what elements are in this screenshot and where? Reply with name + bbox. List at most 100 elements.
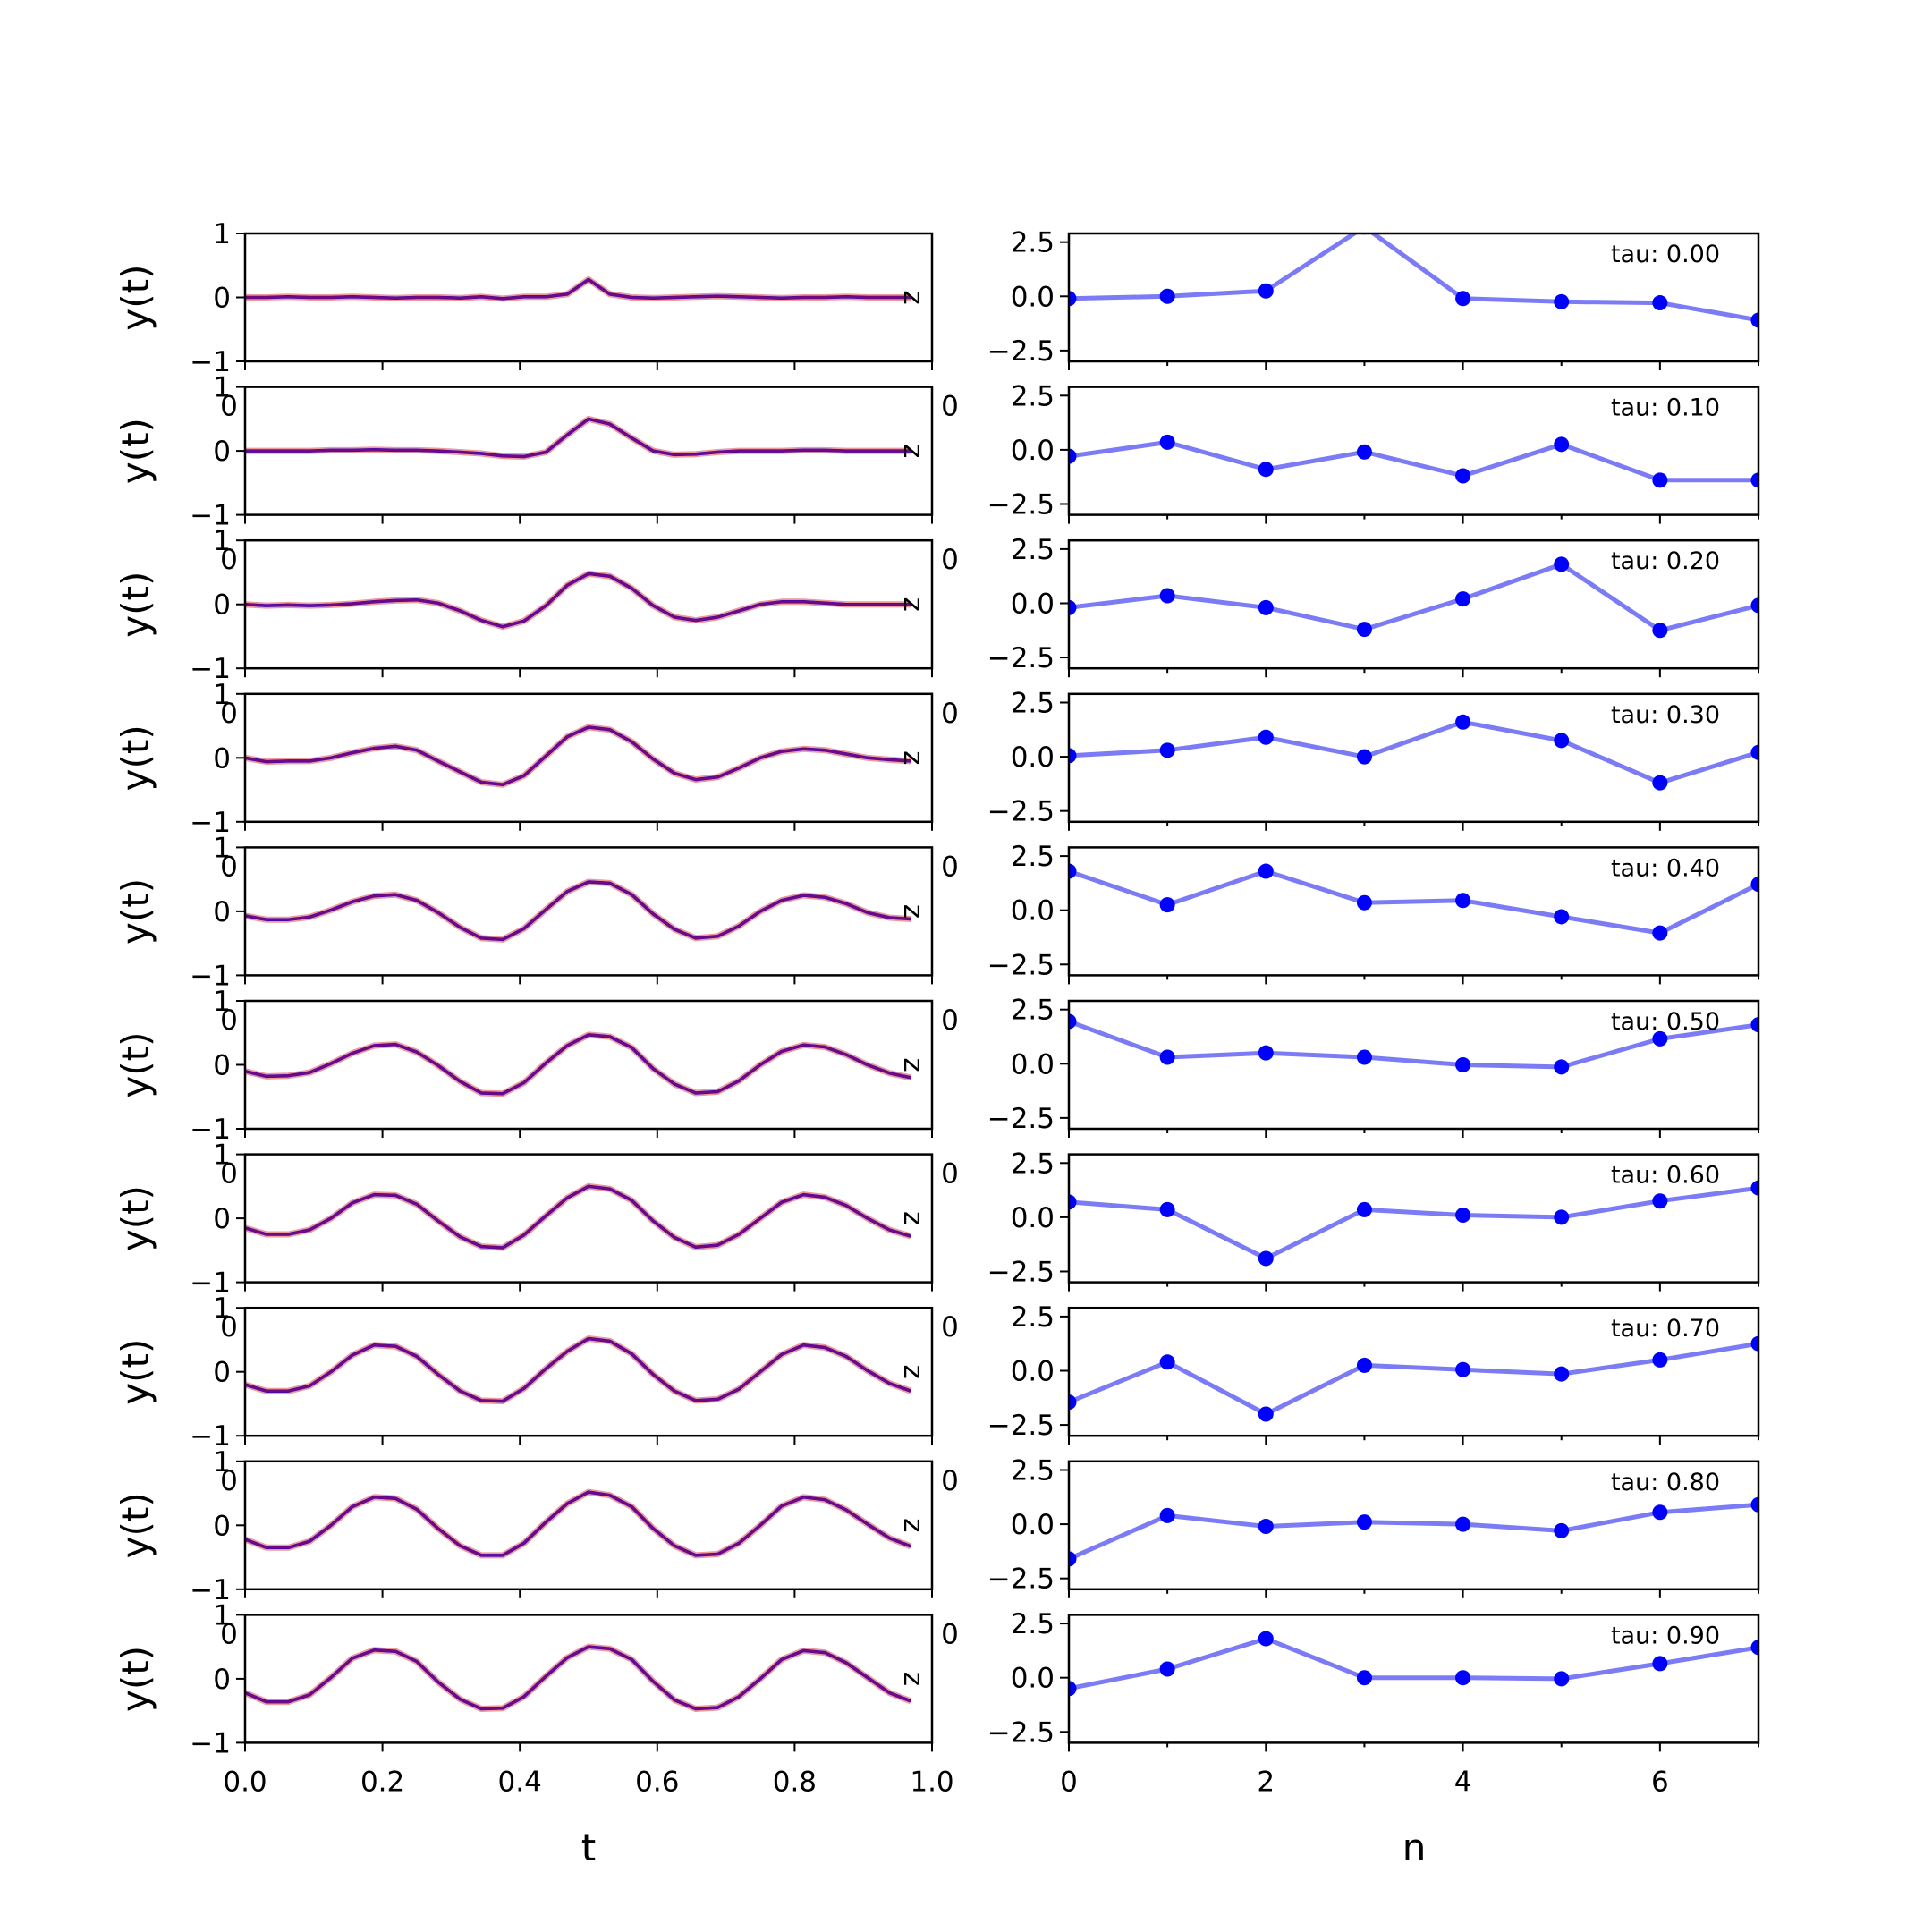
coefficient-line-9 [1069, 1636, 1758, 1691]
overlap-tick-label-left: 0 [220, 1618, 238, 1650]
coefficient-point [1455, 1670, 1471, 1686]
left-y-tick-label: −1 [190, 1574, 231, 1606]
left-series-group-2 [245, 570, 911, 631]
right-series-group-8 [1069, 1496, 1758, 1567]
overlap-tick-label-mid: 0 [941, 1465, 959, 1497]
tau-label: tau: 0.10 [1611, 394, 1720, 422]
coefficient-point [1356, 622, 1372, 638]
left-y-tick-label: 0 [213, 1357, 231, 1389]
right-series-group-9 [1069, 1631, 1758, 1697]
left-y-axis-label: y(t) [114, 1031, 157, 1097]
overlap-series-line-9 [245, 1645, 911, 1710]
right-y-tick-label: 0.0 [1011, 741, 1055, 774]
left-y-axis-label: y(t) [114, 418, 157, 484]
coefficient-line-4 [1069, 869, 1758, 936]
coefficient-point [1652, 623, 1668, 639]
z-marker-label: z [897, 1365, 929, 1379]
left-y-tick-label: −1 [190, 346, 231, 378]
coefficient-point [1159, 288, 1175, 304]
right-panel-3: −2.5 0.0 2.5 tau: 0.30 [987, 687, 1760, 831]
coefficient-point [1258, 283, 1274, 299]
left-y-tick-label: 0 [213, 1203, 231, 1235]
coefficient-point [1356, 1514, 1372, 1530]
right-y-tick-label: 2.5 [1011, 1454, 1055, 1487]
coefficient-point [1652, 1656, 1668, 1672]
right-axes-frame [1067, 1614, 1760, 1744]
coefficient-point [1159, 742, 1175, 758]
coefficient-point [1159, 1201, 1175, 1217]
coefficient-point [1455, 714, 1471, 730]
coefficient-point [1258, 1631, 1274, 1647]
right-axes-frame [1067, 1153, 1760, 1284]
left-y-axis-label: y(t) [114, 572, 157, 638]
left-y-tick-label: −1 [190, 807, 231, 839]
left-series-group-3 [245, 724, 911, 788]
coefficient-point [1069, 291, 1077, 307]
coefficient-line-1 [1069, 439, 1758, 483]
right-panel-5: −2.5 0.0 2.5 tau: 0.50 [987, 995, 1760, 1138]
coefficient-point [1750, 1496, 1758, 1513]
coefficient-point [1356, 1201, 1372, 1217]
coefficient-point [1455, 893, 1471, 909]
coefficient-point [1554, 1059, 1570, 1075]
coefficient-line-6 [1069, 1185, 1758, 1261]
left-y-tick-label: −1 [190, 1267, 231, 1300]
coefficient-point [1159, 1661, 1175, 1677]
left-y-tick-label: 1 [213, 986, 231, 1018]
left-y-tick-label: −1 [190, 500, 231, 532]
right-x-axis-label: n [1402, 1826, 1427, 1869]
left-y-tick-label: 1 [213, 1292, 231, 1325]
coefficient-point [1356, 1357, 1372, 1373]
left-y-tick-label: 1 [213, 372, 231, 404]
coefficient-line-2 [1069, 562, 1758, 633]
left-x-tick-label: 0.4 [498, 1766, 542, 1798]
coefficient-point [1652, 1030, 1668, 1046]
tau-label: tau: 0.70 [1611, 1315, 1720, 1343]
coefficient-point [1159, 1354, 1175, 1370]
left-x-axis-label: t [581, 1826, 596, 1869]
left-y-tick-label: 0 [213, 742, 231, 775]
left-y-tick-label: 0 [213, 283, 231, 315]
overlap-tick-label-left: 0 [220, 698, 238, 730]
left-y-axis-label: y(t) [114, 1185, 157, 1251]
coefficient-point [1258, 462, 1274, 478]
right-y-tick-label: −2.5 [987, 1410, 1055, 1442]
right-y-tick-label: −2.5 [987, 1256, 1055, 1288]
right-axes-frame [1067, 1306, 1760, 1437]
overlap-tick-label-left: 0 [220, 1465, 238, 1497]
coefficient-point [1554, 1366, 1570, 1382]
coefficient-point [1554, 436, 1570, 453]
left-series-group-5 [245, 1031, 911, 1097]
left-y-tick-label: 1 [213, 1599, 231, 1631]
left-y-tick-label: −1 [190, 1420, 231, 1453]
overlap-tick-label-mid: 0 [941, 851, 959, 883]
coefficient-point [1159, 897, 1175, 913]
right-y-tick-label: −2.5 [987, 1103, 1055, 1135]
coefficient-point [1069, 448, 1077, 464]
coefficient-point [1455, 1516, 1471, 1532]
coefficient-point [1069, 1194, 1077, 1210]
coefficient-point [1554, 733, 1570, 749]
coefficient-point [1356, 1049, 1372, 1065]
tau-label: tau: 0.60 [1611, 1162, 1720, 1190]
right-series-group-6 [1069, 1180, 1758, 1267]
overlap-tick-label-mid: 0 [941, 544, 959, 576]
coefficient-point [1750, 744, 1758, 760]
right-axes-frame [1067, 232, 1760, 363]
overlap-series-line-4 [245, 880, 911, 941]
right-series-group-5 [1069, 1013, 1758, 1075]
left-x-tick-label: 0.0 [223, 1766, 267, 1798]
coefficient-point [1652, 1352, 1668, 1368]
coefficient-point [1356, 444, 1372, 460]
left-y-tick-label: 1 [213, 525, 231, 557]
right-series-group-1 [1069, 434, 1758, 488]
coefficient-point [1069, 748, 1077, 764]
right-y-tick-label: −2.5 [987, 1563, 1055, 1596]
overlap-series-line-0 [245, 278, 911, 301]
coefficient-point [1652, 1193, 1668, 1209]
coefficient-line-5 [1069, 1019, 1758, 1070]
